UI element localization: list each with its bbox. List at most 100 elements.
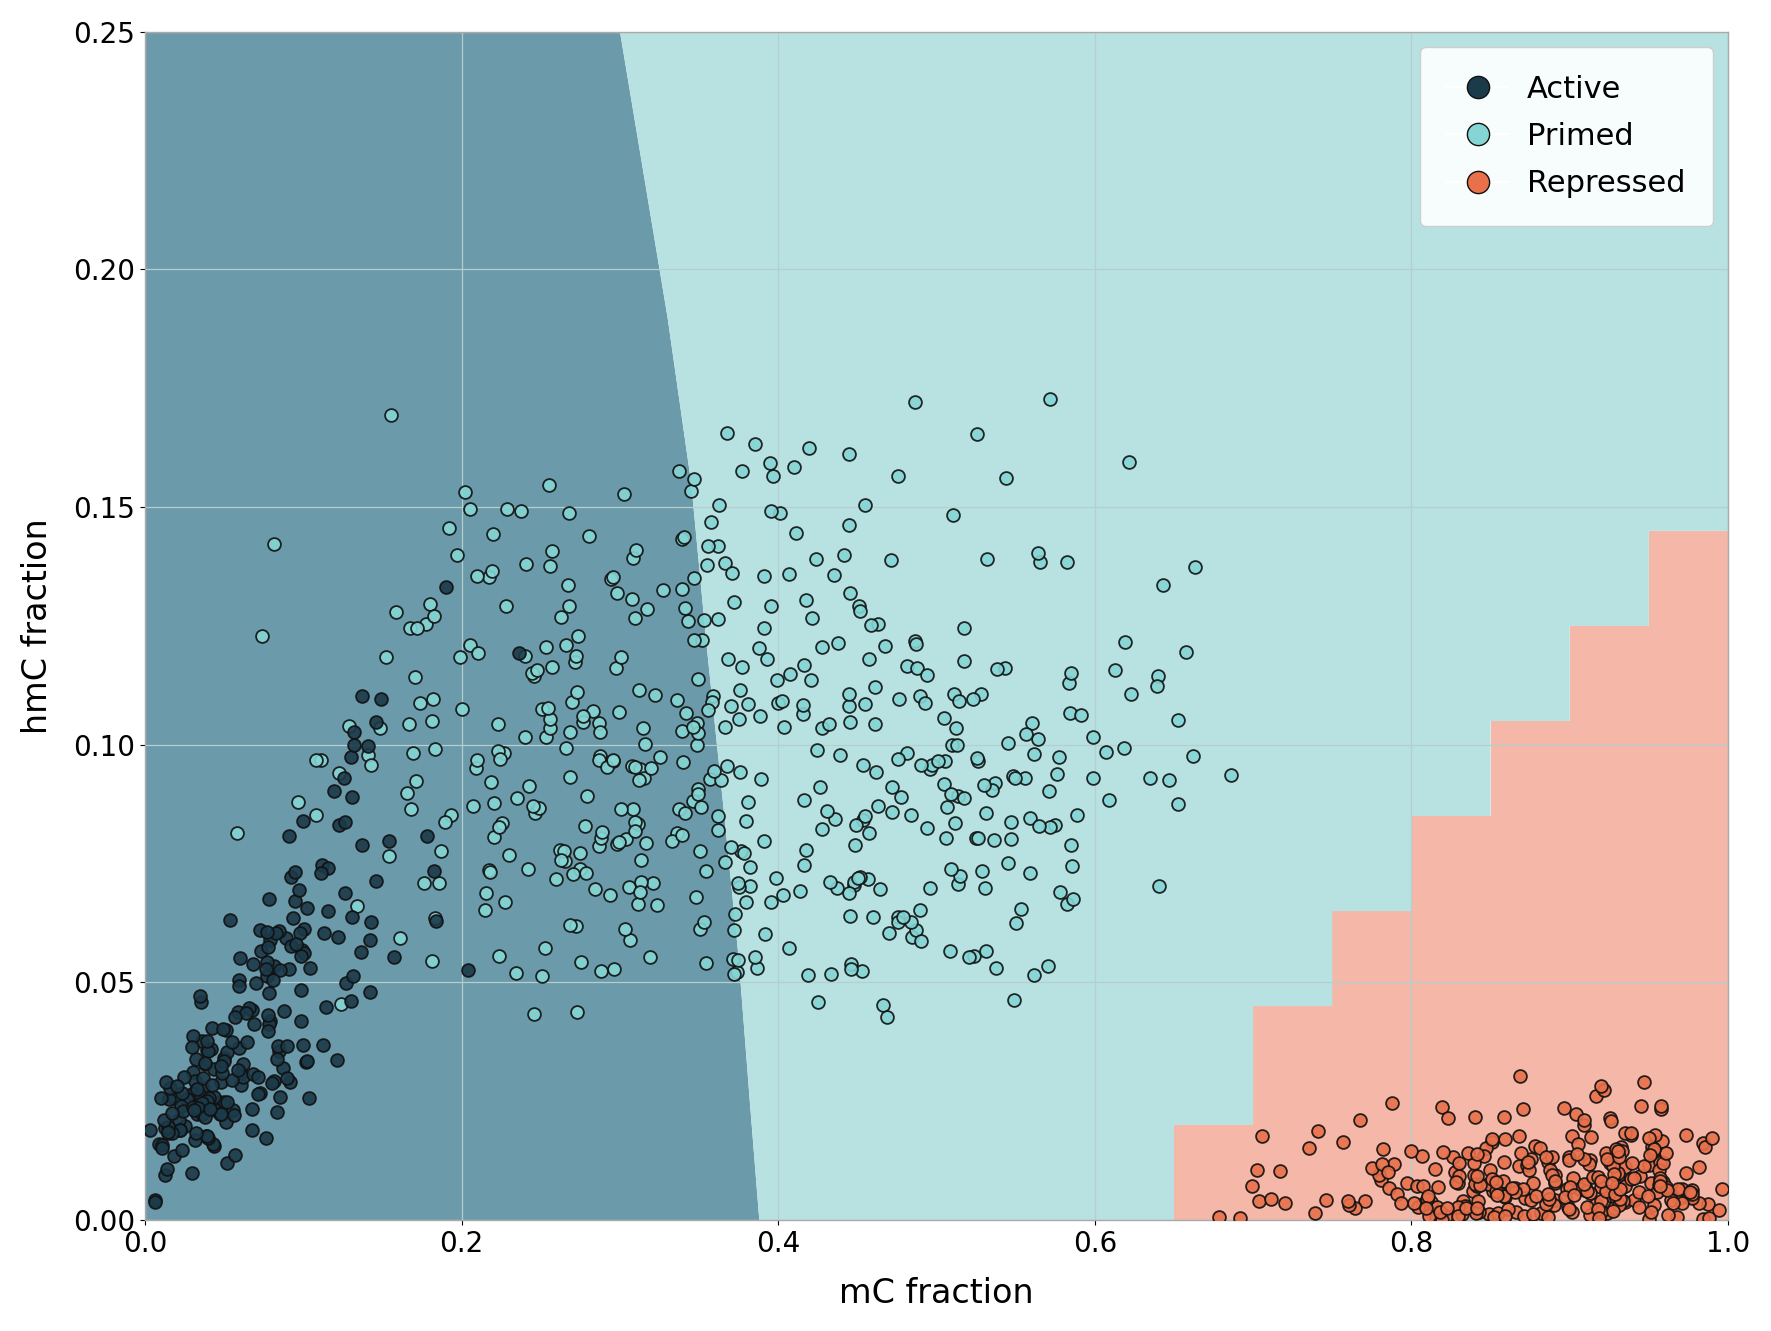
Point: [572, 816, 600, 837]
Point: [358, 755, 386, 776]
Point: [790, 655, 818, 676]
Point: [1110, 631, 1139, 652]
Point: [1659, 1193, 1688, 1214]
Point: [746, 705, 774, 727]
Point: [1427, 1097, 1456, 1118]
Point: [209, 1047, 237, 1069]
Point: [1647, 1095, 1675, 1117]
Point: [1654, 1205, 1682, 1226]
Point: [209, 1050, 237, 1071]
Point: [1656, 1190, 1684, 1211]
Point: [151, 1117, 179, 1138]
Point: [648, 580, 677, 602]
Point: [1560, 1185, 1589, 1206]
Point: [884, 748, 912, 769]
Point: [273, 1036, 301, 1057]
Point: [1025, 551, 1054, 572]
Point: [567, 858, 595, 880]
Point: [398, 741, 427, 763]
Point: [1463, 1143, 1491, 1165]
Point: [1571, 1175, 1599, 1197]
Point: [533, 697, 561, 719]
Point: [1642, 1181, 1670, 1202]
Point: [225, 1037, 253, 1058]
Point: [455, 634, 483, 655]
Point: [799, 607, 827, 628]
Point: [290, 942, 319, 964]
Point: [464, 643, 492, 664]
Point: [1677, 1183, 1705, 1205]
Point: [724, 949, 753, 970]
Point: [1684, 1193, 1713, 1214]
Point: [1640, 1195, 1668, 1217]
Point: [726, 761, 754, 783]
Point: [483, 740, 512, 761]
Point: [997, 811, 1025, 832]
Point: [847, 600, 875, 622]
Point: [586, 745, 615, 767]
Point: [694, 535, 723, 556]
Point: [147, 1087, 175, 1109]
Point: [901, 391, 930, 413]
Point: [335, 715, 363, 736]
Point: [848, 753, 877, 775]
Point: [1617, 1153, 1645, 1174]
Point: [680, 791, 708, 812]
Point: [1238, 1175, 1266, 1197]
Point: [1590, 1079, 1619, 1101]
Point: [264, 920, 292, 941]
Point: [793, 964, 822, 985]
Point: [239, 953, 267, 974]
Point: [1491, 1186, 1520, 1207]
Point: [740, 946, 769, 968]
Point: [1564, 1133, 1592, 1154]
Point: [703, 805, 731, 827]
Point: [377, 405, 406, 426]
Point: [393, 783, 421, 804]
Point: [733, 792, 762, 813]
Point: [910, 692, 939, 713]
Point: [567, 952, 595, 973]
Point: [684, 723, 712, 744]
Point: [181, 1130, 209, 1151]
Point: [763, 669, 792, 691]
Point: [554, 574, 583, 595]
Point: [225, 1059, 253, 1081]
Point: [816, 872, 845, 893]
Point: [576, 526, 604, 547]
Point: [1606, 1137, 1635, 1158]
Point: [937, 784, 965, 805]
Point: [836, 712, 864, 733]
Point: [724, 872, 753, 893]
Point: [1334, 1191, 1362, 1213]
Point: [551, 737, 579, 759]
Point: [476, 772, 505, 793]
Point: [1025, 816, 1054, 837]
Point: [1001, 989, 1029, 1010]
Point: [418, 950, 446, 972]
Point: [213, 1111, 241, 1133]
Point: [717, 562, 746, 583]
Point: [994, 852, 1022, 873]
Point: [912, 817, 940, 839]
Point: [1652, 1179, 1681, 1201]
Point: [1550, 1097, 1578, 1118]
Point: [255, 1013, 283, 1034]
Point: [742, 434, 770, 455]
Point: [262, 1049, 290, 1070]
Point: [719, 948, 747, 969]
Point: [191, 1126, 220, 1147]
Point: [687, 630, 715, 651]
Point: [983, 659, 1011, 680]
Point: [437, 804, 466, 825]
Point: [292, 1051, 321, 1073]
Point: [852, 805, 880, 827]
Point: [462, 749, 491, 771]
Point: [1509, 1098, 1537, 1119]
Point: [901, 634, 930, 655]
Point: [326, 815, 354, 836]
Point: [668, 579, 696, 600]
Point: [1374, 1161, 1403, 1182]
Point: [893, 656, 921, 677]
Point: [1380, 1153, 1408, 1174]
